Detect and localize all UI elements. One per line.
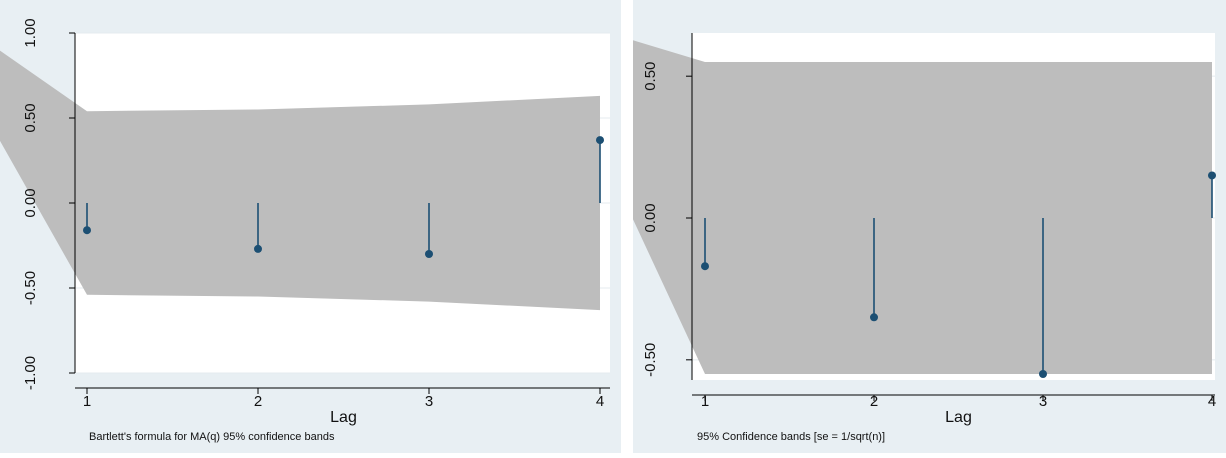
data-point — [83, 226, 91, 235]
y-tick-label: 0.00 — [642, 203, 659, 232]
chart-note: Bartlett's formula for MA(q) 95% confide… — [89, 431, 335, 443]
data-point — [701, 262, 709, 271]
data-point — [596, 136, 604, 145]
y-tick-label: -0.50 — [642, 343, 659, 377]
y-tick-label: 0.00 — [22, 188, 39, 217]
chart-panel-1: -1.00 -0.50 0.00 0.50 1.00 1 2 3 4 Lag Bartlett's … — [0, 0, 621, 453]
data-point — [425, 250, 433, 258]
chart-note: 95% Confidence bands [se = 1/sqrt(n)] — [697, 431, 885, 443]
x-tick-label: 2 — [254, 393, 262, 410]
x-axis-title: Lag — [945, 409, 972, 426]
y-tick-label: -0.50 — [22, 271, 39, 305]
x-tick-label: 4 — [1208, 393, 1216, 410]
data-point — [1039, 370, 1047, 378]
x-tick-label: 1 — [83, 393, 91, 410]
x-tick-label: 4 — [596, 393, 604, 410]
x-tick-label: 3 — [1039, 393, 1047, 410]
confidence-band — [633, 40, 1212, 374]
x-tick-label: 2 — [870, 393, 878, 410]
chart-panel-2: -0.50 0.00 0.50 1 2 3 4 Lag 95% Confidence bands… — [633, 0, 1226, 453]
y-tick-label: 0.50 — [642, 62, 659, 91]
data-point — [870, 313, 878, 322]
data-point — [1208, 171, 1216, 180]
x-axis-title: Lag — [330, 409, 357, 426]
confidence-band — [0, 50, 600, 311]
data-point — [254, 244, 262, 253]
y-tick-label: 1.00 — [22, 18, 39, 47]
x-tick-label: 3 — [425, 393, 433, 410]
y-tick-label: -1.00 — [22, 356, 39, 390]
x-tick-label: 1 — [701, 393, 709, 410]
y-tick-label: 0.50 — [22, 103, 39, 132]
